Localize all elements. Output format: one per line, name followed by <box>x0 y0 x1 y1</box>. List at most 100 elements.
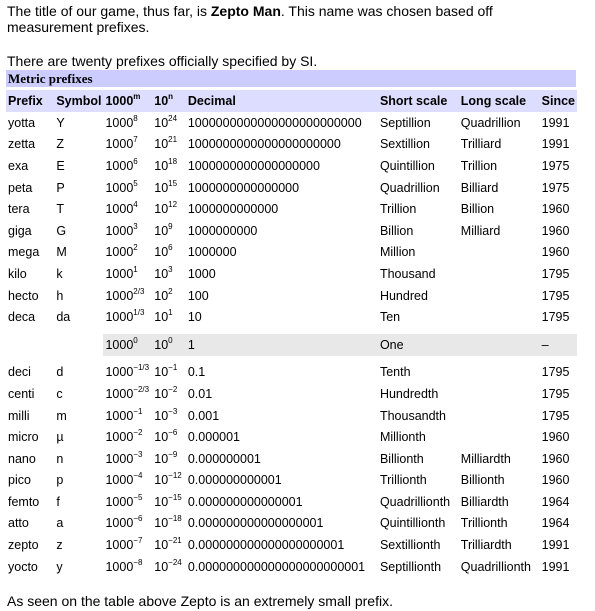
cell-power-10: 10−3 <box>152 405 186 427</box>
cell-since: 1991 <box>541 559 570 574</box>
ten-exponent: 9 <box>168 221 173 231</box>
cell-power-10: 1024 <box>152 112 186 134</box>
cell-power-1000: 1000−2 <box>103 426 152 448</box>
ten-base: 10 <box>154 473 169 488</box>
cell-prefix: atto <box>8 516 29 531</box>
header-long-scale: Long scale <box>458 90 540 112</box>
cell-prefix: deca <box>8 310 36 325</box>
ten-exponent: 15 <box>168 178 178 188</box>
table-row: atto a 1000−6 10−18 0.000000000000000001 Quin… <box>6 513 577 535</box>
power-base: 1000 <box>105 430 134 445</box>
cell-since: 1795 <box>541 288 570 303</box>
header-power-1000: 1000m <box>103 90 153 112</box>
ten-exponent: −24 <box>168 557 182 567</box>
intro-text-end: . This name was chosen based off measure… <box>7 3 493 35</box>
power-base: 1000 <box>105 473 134 488</box>
cell-power-10: 103 <box>152 263 186 285</box>
power-base: 1000 <box>105 386 134 401</box>
table-row: peta P 10005 1015 1000000000000000 Quadrillio… <box>6 177 577 199</box>
cell-symbol: Z <box>56 137 64 152</box>
ten-base: 10 <box>154 386 169 401</box>
cell-short-scale: Quintillionth <box>379 516 446 531</box>
cell-symbol: da <box>56 310 71 325</box>
cell-since: 1960 <box>541 223 570 238</box>
ten-exponent: −6 <box>168 428 178 438</box>
cell-long-scale: Quadrillionth <box>460 559 531 574</box>
cell-since: – <box>539 333 577 356</box>
cell-decimal: 0.000000000000000001 <box>187 516 324 531</box>
ten-exponent: 18 <box>168 156 178 166</box>
cell-decimal: 0.000000000000000000000001 <box>187 559 366 574</box>
ten-base: 10 <box>154 451 169 466</box>
cell-since: 1991 <box>541 538 570 553</box>
cell-since: 1960 <box>541 473 570 488</box>
cell-symbol <box>54 333 104 356</box>
cell-prefix: micro <box>8 430 39 445</box>
cell-short-scale: Sextillionth <box>379 538 441 553</box>
ten-exponent: −15 <box>168 492 182 502</box>
table-row: kilo k 10001 103 1000 Thousand 1795 <box>6 263 577 285</box>
power-base: 1000 <box>105 559 134 574</box>
cell-power-1000: 10008 <box>103 112 152 134</box>
cell-power-1000: 1000−8 <box>103 556 152 578</box>
power-exponent: −1 <box>133 406 143 416</box>
cell-power-10: 10−18 <box>152 513 186 535</box>
ten-exponent: 0 <box>168 335 173 345</box>
cell-short-scale: Thousandth <box>379 408 446 423</box>
power-exponent: −3 <box>133 449 143 459</box>
cell-symbol: p <box>56 473 64 488</box>
cell-decimal: 0.000000000001 <box>187 473 282 488</box>
cell-since: 1795 <box>541 408 570 423</box>
cell-prefix: femto <box>8 494 40 509</box>
power-base: 1000 <box>105 538 134 553</box>
cell-power-1000: 10004 <box>103 198 152 220</box>
cell-symbol: µ <box>56 430 64 445</box>
cell-prefix: hecto <box>8 288 39 303</box>
cell-decimal: 10 <box>187 310 202 325</box>
ten-exponent: 3 <box>168 264 173 274</box>
cell-since: 1960 <box>541 430 570 445</box>
cell-power-1000: 10001/3 <box>103 306 152 328</box>
ten-exponent: 24 <box>168 113 178 123</box>
table-row: pico p 1000−4 10−12 0.000000000001 Trillionth… <box>6 470 577 492</box>
table-row: deca da 10001/3 101 10 Ten 1795 <box>6 306 577 328</box>
ten-exponent: 2 <box>168 286 173 296</box>
cell-short-scale: Tenth <box>379 365 411 380</box>
cell-power-10: 10−2 <box>152 383 186 405</box>
power-base: 1000 <box>105 180 134 195</box>
cell-since: 1795 <box>541 266 570 281</box>
ten-exponent: 6 <box>168 243 173 253</box>
cell-long-scale: Trilliardth <box>460 538 512 553</box>
ten-base: 10 <box>154 310 169 325</box>
ten-exponent: 21 <box>168 135 178 145</box>
cell-decimal: 100 <box>187 288 209 303</box>
cell-short-scale: Trillion <box>379 202 417 217</box>
cell-decimal: 1000000000 <box>187 223 258 238</box>
power-base: 1000 <box>105 337 134 352</box>
cell-symbol: h <box>56 288 64 303</box>
cell-power-1000: 1000−5 <box>103 491 152 513</box>
cell-prefix: mega <box>8 245 40 260</box>
ten-base: 10 <box>154 202 169 217</box>
table-row: 10000 100 1 One – <box>6 333 577 356</box>
table-row: femto f 1000−5 10−15 0.000000000000001 Quadri… <box>6 491 577 513</box>
ten-base: 10 <box>154 494 169 509</box>
cell-power-10: 102 <box>152 285 186 307</box>
table-row: exa E 10006 1018 1000000000000000000 Quintill… <box>6 155 577 177</box>
ten-base: 10 <box>154 538 169 553</box>
cell-decimal: 0.1 <box>187 365 206 380</box>
cell-symbol: P <box>56 180 65 195</box>
power-exponent: 8 <box>133 113 138 123</box>
cell-symbol: a <box>56 516 64 531</box>
cell-power-10: 10−21 <box>152 534 186 556</box>
ten-exponent: −9 <box>168 449 178 459</box>
cell-symbol: z <box>56 538 63 553</box>
table-row: tera T 10004 1012 1000000000000 Trillion Billi… <box>6 198 577 220</box>
cell-long-scale <box>459 306 540 328</box>
ten-base: 10 <box>154 559 169 574</box>
cell-symbol: y <box>56 559 63 574</box>
cell-since: 1975 <box>541 158 570 173</box>
cell-power-10: 101 <box>152 306 186 328</box>
cell-long-scale <box>459 242 540 264</box>
cell-short-scale: Billionth <box>379 451 424 466</box>
